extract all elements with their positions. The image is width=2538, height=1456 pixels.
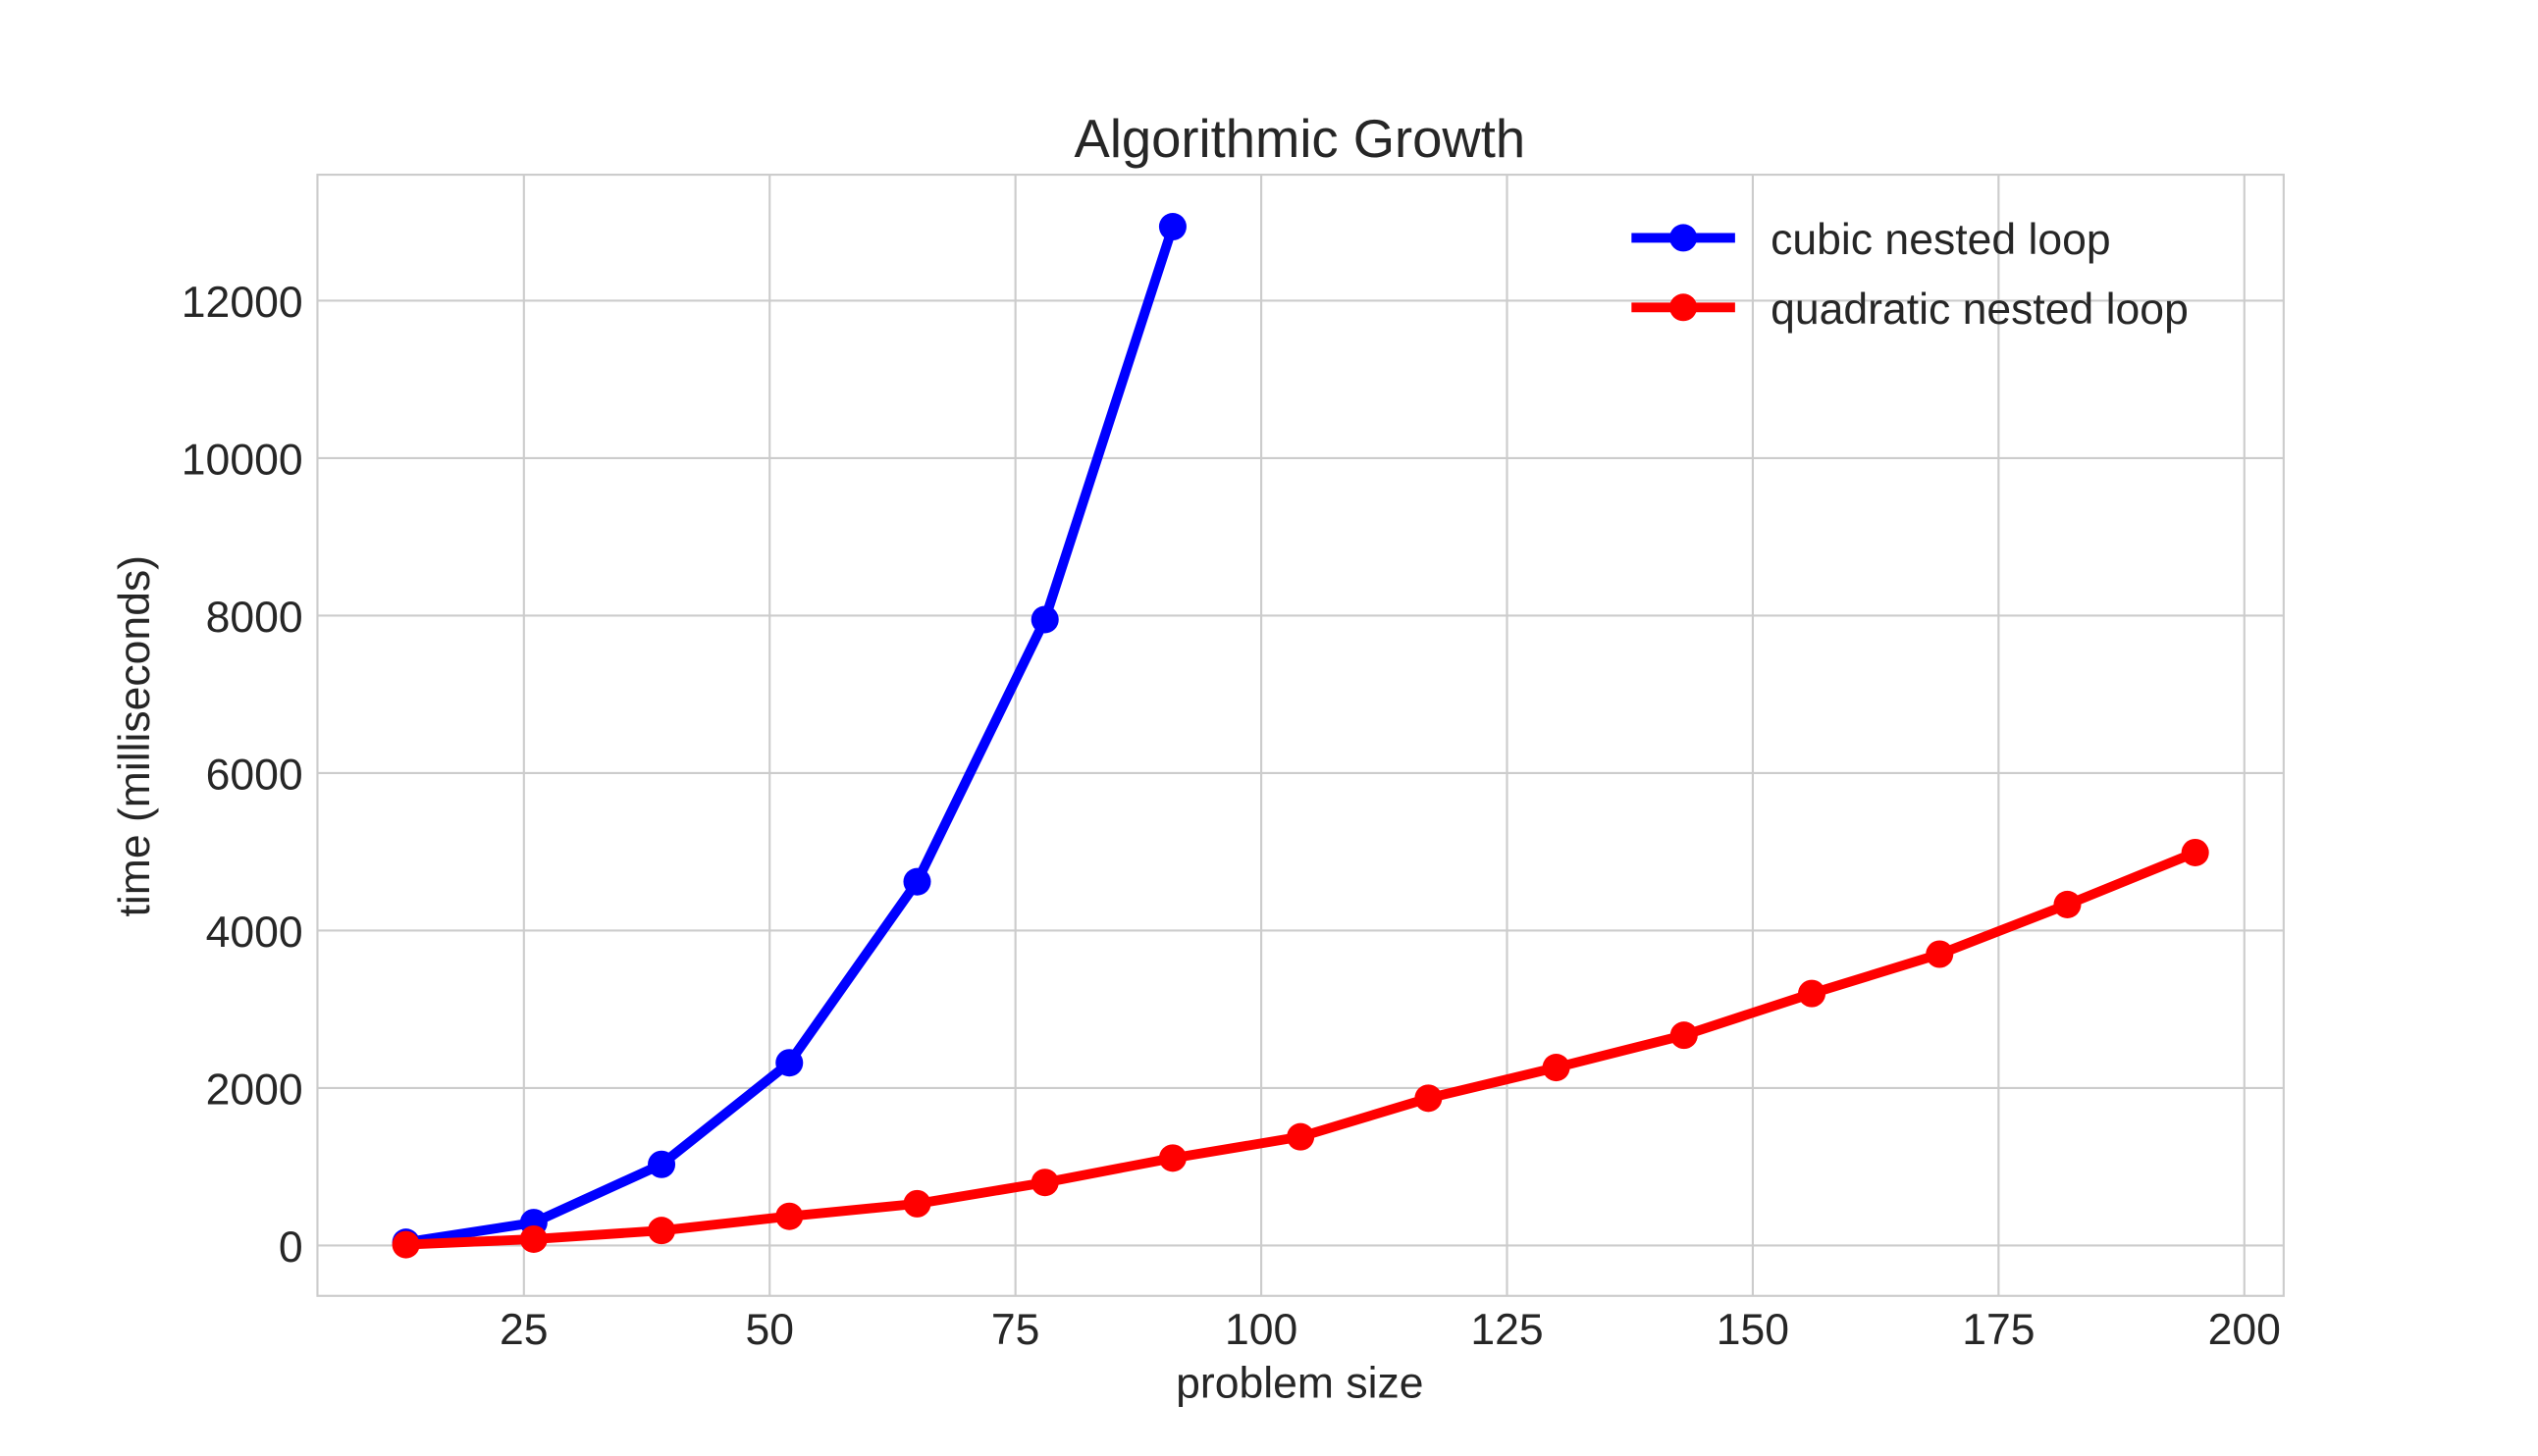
data-point bbox=[775, 1202, 804, 1230]
x-tick-label: 75 bbox=[991, 1306, 1040, 1354]
data-point bbox=[648, 1150, 676, 1178]
y-tick-label: 12000 bbox=[182, 279, 303, 327]
data-point bbox=[1287, 1122, 1315, 1151]
y-tick-label: 10000 bbox=[182, 436, 303, 484]
data-point bbox=[1158, 213, 1187, 241]
data-point bbox=[1926, 940, 1954, 968]
x-tick-label: 200 bbox=[2208, 1306, 2281, 1354]
data-point bbox=[1542, 1054, 1570, 1082]
legend: cubic nested loop quadratic nested loop bbox=[1631, 216, 2189, 334]
data-point bbox=[2053, 890, 2082, 918]
series-1 bbox=[392, 838, 2209, 1259]
data-point bbox=[1669, 1021, 1698, 1050]
x-axis-label: problem size bbox=[1176, 1360, 1423, 1408]
legend-marker bbox=[1669, 224, 1698, 252]
x-tick-label: 175 bbox=[1962, 1306, 2035, 1354]
data-point bbox=[903, 1189, 931, 1218]
data-point bbox=[903, 867, 931, 896]
series-0 bbox=[392, 213, 1187, 1257]
chart-title: Algorithmic Growth bbox=[1075, 109, 1526, 169]
data-point bbox=[775, 1049, 804, 1077]
data-point bbox=[1158, 1144, 1187, 1172]
data-point bbox=[2181, 838, 2209, 866]
series-layer bbox=[392, 213, 2209, 1259]
data-point bbox=[1031, 1169, 1059, 1197]
y-tick-label: 8000 bbox=[206, 594, 303, 642]
y-axis-label: time (milliseconds) bbox=[111, 555, 159, 917]
legend-marker bbox=[1669, 293, 1698, 322]
x-tick-label: 150 bbox=[1717, 1306, 1789, 1354]
y-tick-label: 4000 bbox=[206, 909, 303, 957]
x-ticks: 25 50 75 100 125 150 175 200 bbox=[500, 1306, 2281, 1354]
data-point bbox=[648, 1217, 676, 1245]
data-point bbox=[1414, 1084, 1443, 1113]
x-tick-label: 50 bbox=[745, 1306, 794, 1354]
legend-label: quadratic nested loop bbox=[1771, 286, 2189, 334]
y-tick-label: 6000 bbox=[206, 751, 303, 799]
data-point bbox=[392, 1230, 420, 1259]
y-tick-label: 0 bbox=[279, 1223, 303, 1272]
legend-label: cubic nested loop bbox=[1771, 216, 2110, 264]
data-point bbox=[1031, 605, 1059, 634]
plot-frame bbox=[316, 174, 2285, 1297]
data-point bbox=[519, 1224, 548, 1253]
x-tick-label: 100 bbox=[1225, 1306, 1297, 1354]
x-tick-label: 125 bbox=[1470, 1306, 1543, 1354]
x-tick-label: 25 bbox=[500, 1306, 549, 1354]
data-point bbox=[1798, 979, 1826, 1008]
grid bbox=[317, 175, 2284, 1296]
y-ticks: 0 2000 4000 6000 8000 10000 12000 bbox=[182, 279, 303, 1272]
y-tick-label: 2000 bbox=[206, 1066, 303, 1114]
